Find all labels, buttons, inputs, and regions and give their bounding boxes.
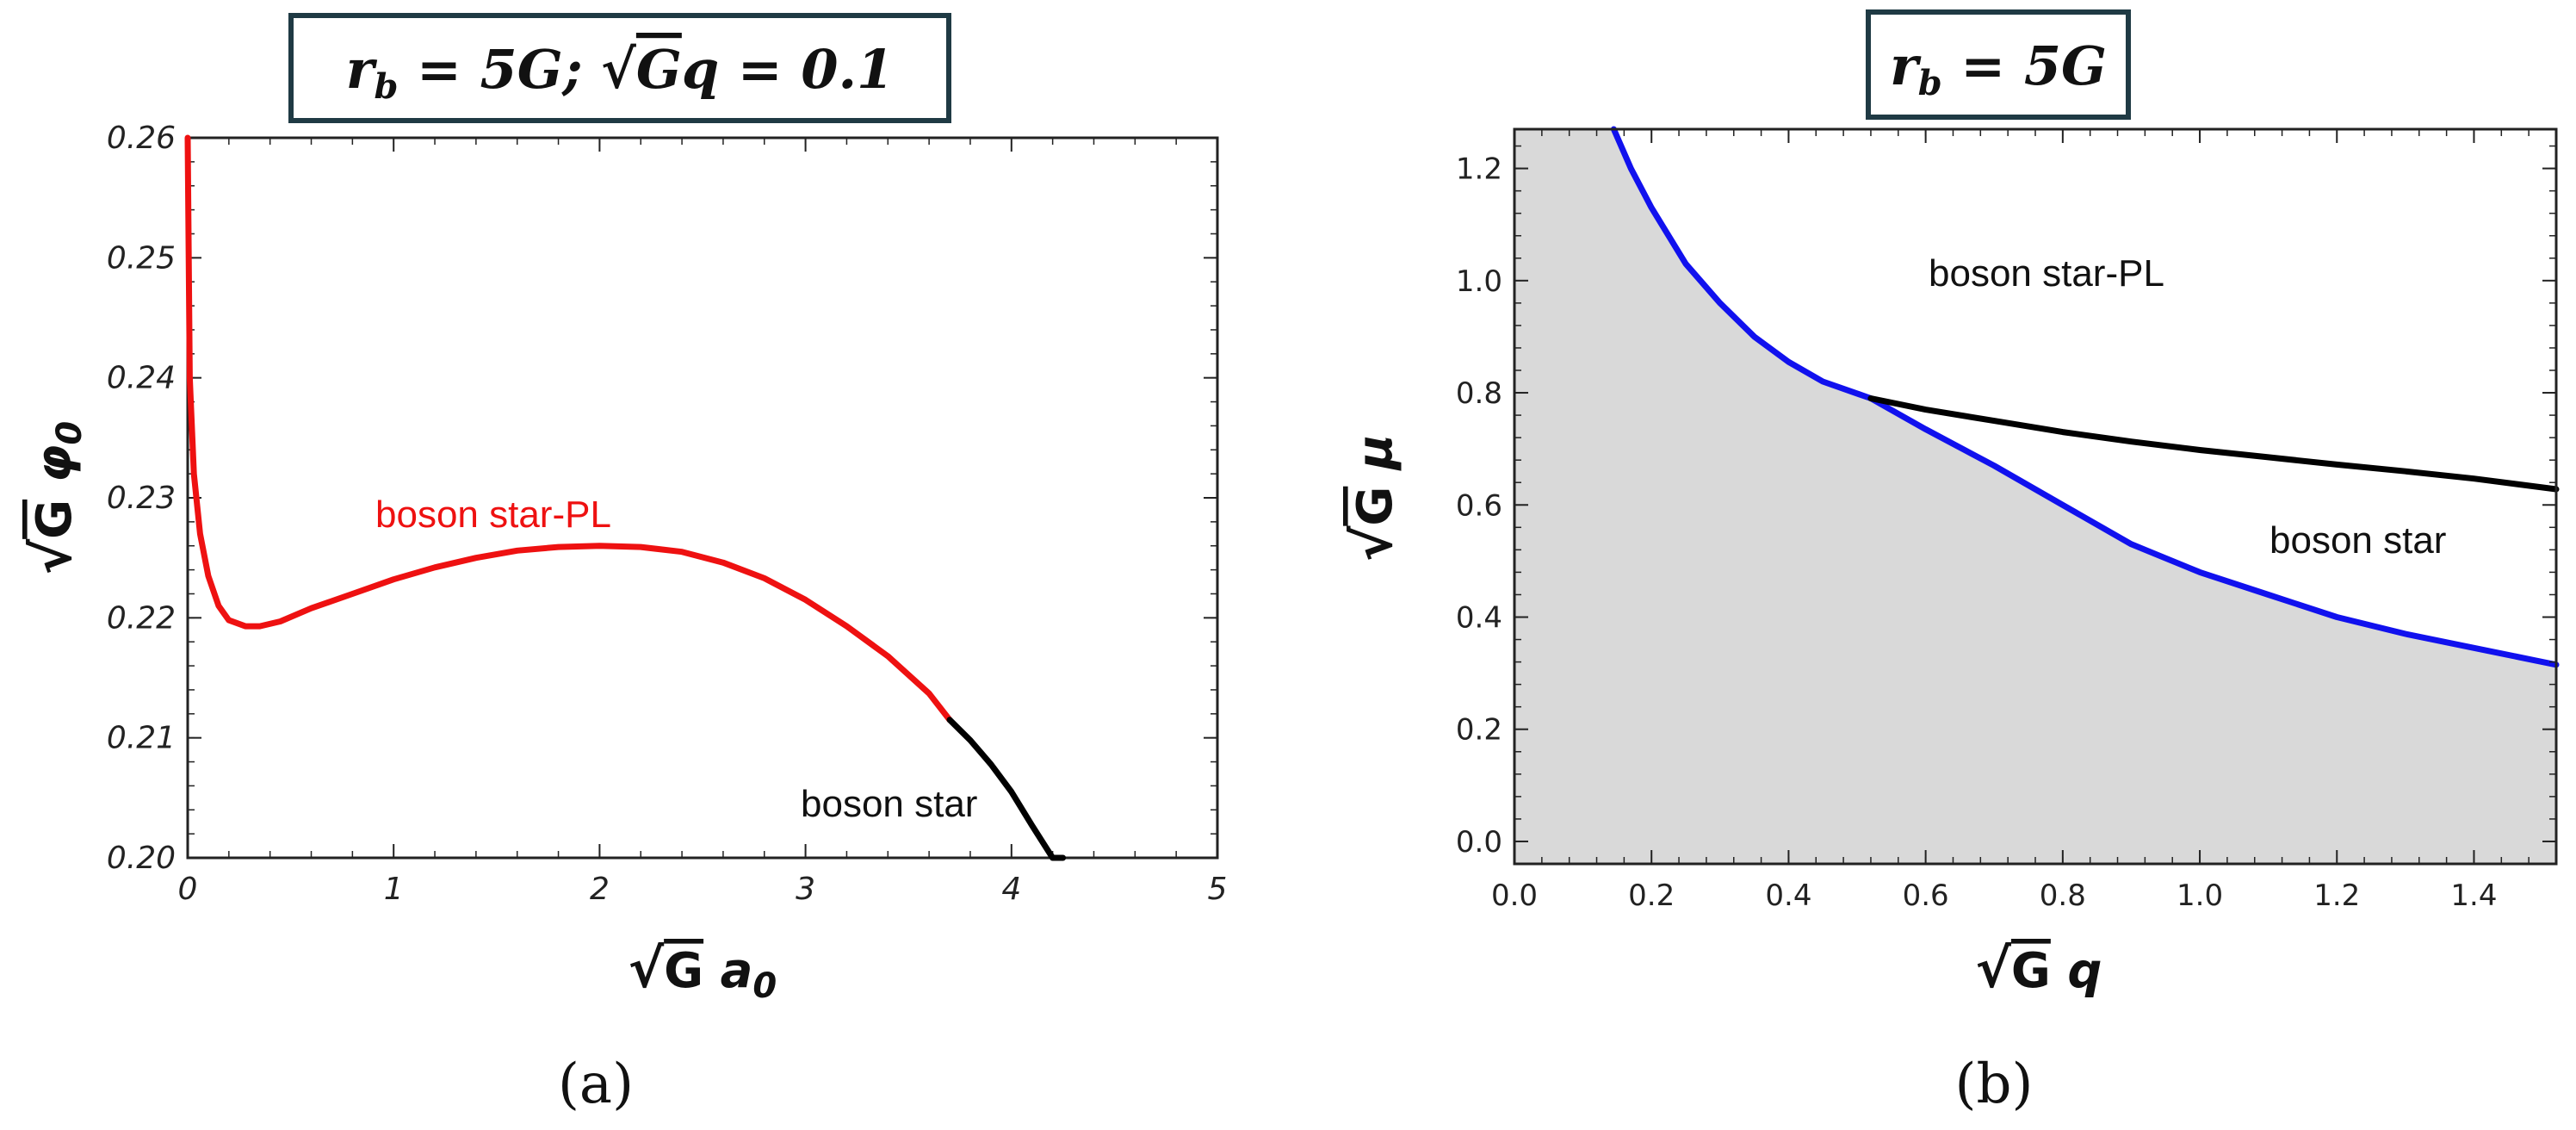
panel-a-series-line-0 — [184, 134, 953, 723]
panel-a-tick-labels: 0 1 2 3 4 5 0.20 0.21 0.22 0.23 0.24 0.25 0.26 — [107, 121, 1228, 907]
panel-b-ylabel: √G μ — [1341, 434, 1404, 562]
panel-a-annotation-boson-star: boson star — [801, 783, 977, 825]
panel-a-xtick-label: 5 — [1208, 872, 1228, 907]
panel-b-xtick-label: 0.6 — [1903, 879, 1949, 913]
panel-a-plot-frame — [186, 136, 1219, 860]
panel-a-title-box — [288, 13, 951, 123]
panel-a-ytick-label: 0.26 — [107, 121, 176, 156]
panel-a-label: (a) — [558, 1052, 634, 1116]
panel-a-ytick-label: 0.22 — [107, 600, 176, 636]
panel-b-shaded-area — [1514, 129, 2556, 864]
panel-b-tick-labels: 0.0 0.2 0.4 0.6 0.8 1.0 1.2 1.4 0.0 0.2 0.4 0.6 0.8 1… — [1456, 152, 2498, 913]
panel-a-ytick-label: 0.23 — [107, 481, 176, 516]
panel-b-ytick-label: 1.2 — [1456, 152, 1502, 187]
panel-b-ytick-label: 0.8 — [1456, 376, 1502, 411]
panel-b-label: (b) — [1955, 1052, 2034, 1116]
panel-a-ytick-label: 0.25 — [107, 240, 176, 276]
panel-a-xtick-label: 3 — [796, 872, 815, 907]
panel-b-xtick-label: 1.2 — [2313, 879, 2360, 913]
panel-a-series-line-1 — [946, 717, 1067, 861]
panel-b-xlabel: √G q — [1976, 937, 2102, 1000]
panel-b: rb = 5G 0.0 0.2 0.4 0.6 0.8 1.0 1.2 1.40.00.20.… — [1341, 9, 2560, 1116]
panel-a-xlabel: √G a0 — [629, 937, 777, 1006]
panel-b-ytick-label: 0.6 — [1456, 488, 1502, 523]
panel-b-ytick-label: 0.0 — [1456, 825, 1502, 860]
panel-b-series-line-0 — [1610, 126, 2560, 668]
panel-a-ylabel: √G φ0 — [21, 421, 90, 574]
panel-a-xtick-label: 0 — [178, 872, 198, 907]
panel-b-xtick-label: 1.4 — [2450, 879, 2497, 913]
panel-b-xtick-label: 0.8 — [2040, 879, 2086, 913]
panel-a-annotation-boson-star-pl: boson star-PL — [375, 494, 611, 536]
panel-b-ytick-label: 1.0 — [1456, 264, 1502, 299]
panel-a-ytick-label: 0.24 — [107, 361, 176, 396]
panel-b-title: rb = 5G — [1890, 34, 2107, 103]
panel-b-xtick-label: 0.2 — [1628, 879, 1675, 913]
panel-b-series-line-1 — [1867, 395, 2560, 493]
panel-a-title: rb = 5G; √Gq = 0.1 — [346, 38, 894, 107]
panel-b-title-box — [1866, 9, 2131, 120]
panel-a: rb = 5G; √Gq = 0.1 0 1 2 3 4 5 0.20 0.21 0.22 0.2… — [21, 13, 1228, 1116]
panel-b-ytick-label: 0.4 — [1456, 600, 1502, 635]
panel-b-annotation-boson-star-pl: boson star-PL — [1929, 252, 2164, 295]
panel-a-ytick-label: 0.20 — [107, 841, 176, 876]
panel-b-shaded-region — [1514, 129, 2556, 864]
panel-b-ytick-label: 0.2 — [1456, 713, 1502, 748]
panel-a-xtick-label: 4 — [1001, 872, 1021, 907]
panel-a-xtick-label: 1 — [384, 872, 404, 907]
panel-a-series — [184, 134, 1067, 861]
panel-b-xtick-label: 0.4 — [1765, 879, 1811, 913]
panel-b-ticks — [1514, 129, 2557, 865]
panel-b-annotation-boson-star: boson star — [2269, 519, 2446, 562]
panel-b-xtick-label: 0.0 — [1491, 879, 1538, 913]
panel-a-xtick-label: 2 — [590, 872, 610, 907]
panel-b-series — [1610, 126, 2560, 668]
panel-b-xtick-label: 1.0 — [2177, 879, 2223, 913]
panel-a-ytick-label: 0.21 — [107, 721, 176, 756]
